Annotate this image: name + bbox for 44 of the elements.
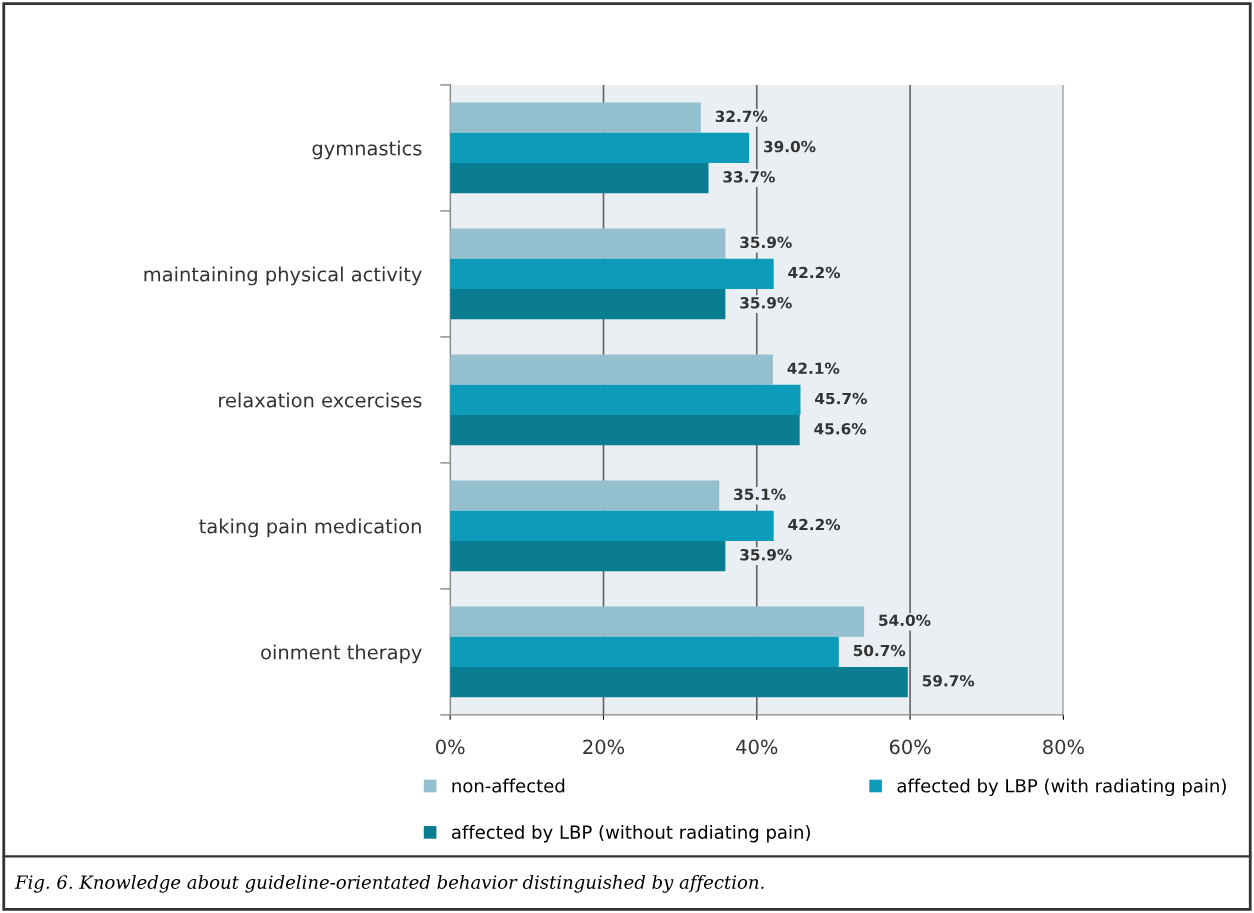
y-tick-label: relaxation excercises xyxy=(219,392,422,408)
y-tick-label: taking pain medication xyxy=(199,518,421,538)
x-tick-label: 0% xyxy=(436,739,465,755)
bar xyxy=(450,163,709,194)
x-tick-label: 80% xyxy=(1043,739,1084,755)
data-label: 59.7% xyxy=(922,675,975,687)
data-label: 35.1% xyxy=(734,488,786,501)
data-label: 35.9% xyxy=(740,236,792,249)
bar xyxy=(450,289,726,320)
bar xyxy=(450,384,801,416)
bar xyxy=(450,541,726,572)
data-label: 32.7% xyxy=(715,110,768,123)
data-label: 45.6% xyxy=(814,423,867,435)
bar xyxy=(450,354,773,385)
y-tick-label: maintaining physical activity xyxy=(144,266,422,286)
bar xyxy=(450,667,908,698)
bar xyxy=(450,228,726,259)
x-tick-label: 20% xyxy=(583,739,625,755)
y-tick-label: oinment therapy xyxy=(261,644,422,664)
data-label: 42.1% xyxy=(787,362,840,375)
bar xyxy=(450,102,701,133)
x-tick-label: 60% xyxy=(889,739,931,755)
data-label: 54.0% xyxy=(879,614,931,627)
y-tick-label: gymnastics xyxy=(312,140,422,160)
legend-label: affected by LBP (with radiating pain) xyxy=(897,778,1226,797)
data-label: 35.9% xyxy=(740,297,792,309)
bar xyxy=(450,415,800,446)
bar xyxy=(450,258,774,290)
data-label: 50.7% xyxy=(853,644,906,657)
bar xyxy=(450,480,720,511)
bar xyxy=(450,510,774,542)
caption: Fig. 6. Knowledge about guideline-orientated behavior distinguished by affection. xyxy=(14,874,764,893)
x-tick-label: 40% xyxy=(736,739,778,755)
bar xyxy=(450,636,839,667)
bar xyxy=(450,132,750,164)
data-label: 39.0% xyxy=(764,140,816,153)
data-label: 35.9% xyxy=(740,549,792,561)
data-label: 45.7% xyxy=(815,392,867,405)
data-label: 42.2% xyxy=(788,266,841,279)
data-label: 33.7% xyxy=(723,171,775,183)
legend-label: non-affected xyxy=(452,778,565,793)
data-label: 42.2% xyxy=(788,518,841,531)
legend-label: affected by LBP (without radiating pain) xyxy=(451,824,810,843)
bar xyxy=(450,606,865,637)
